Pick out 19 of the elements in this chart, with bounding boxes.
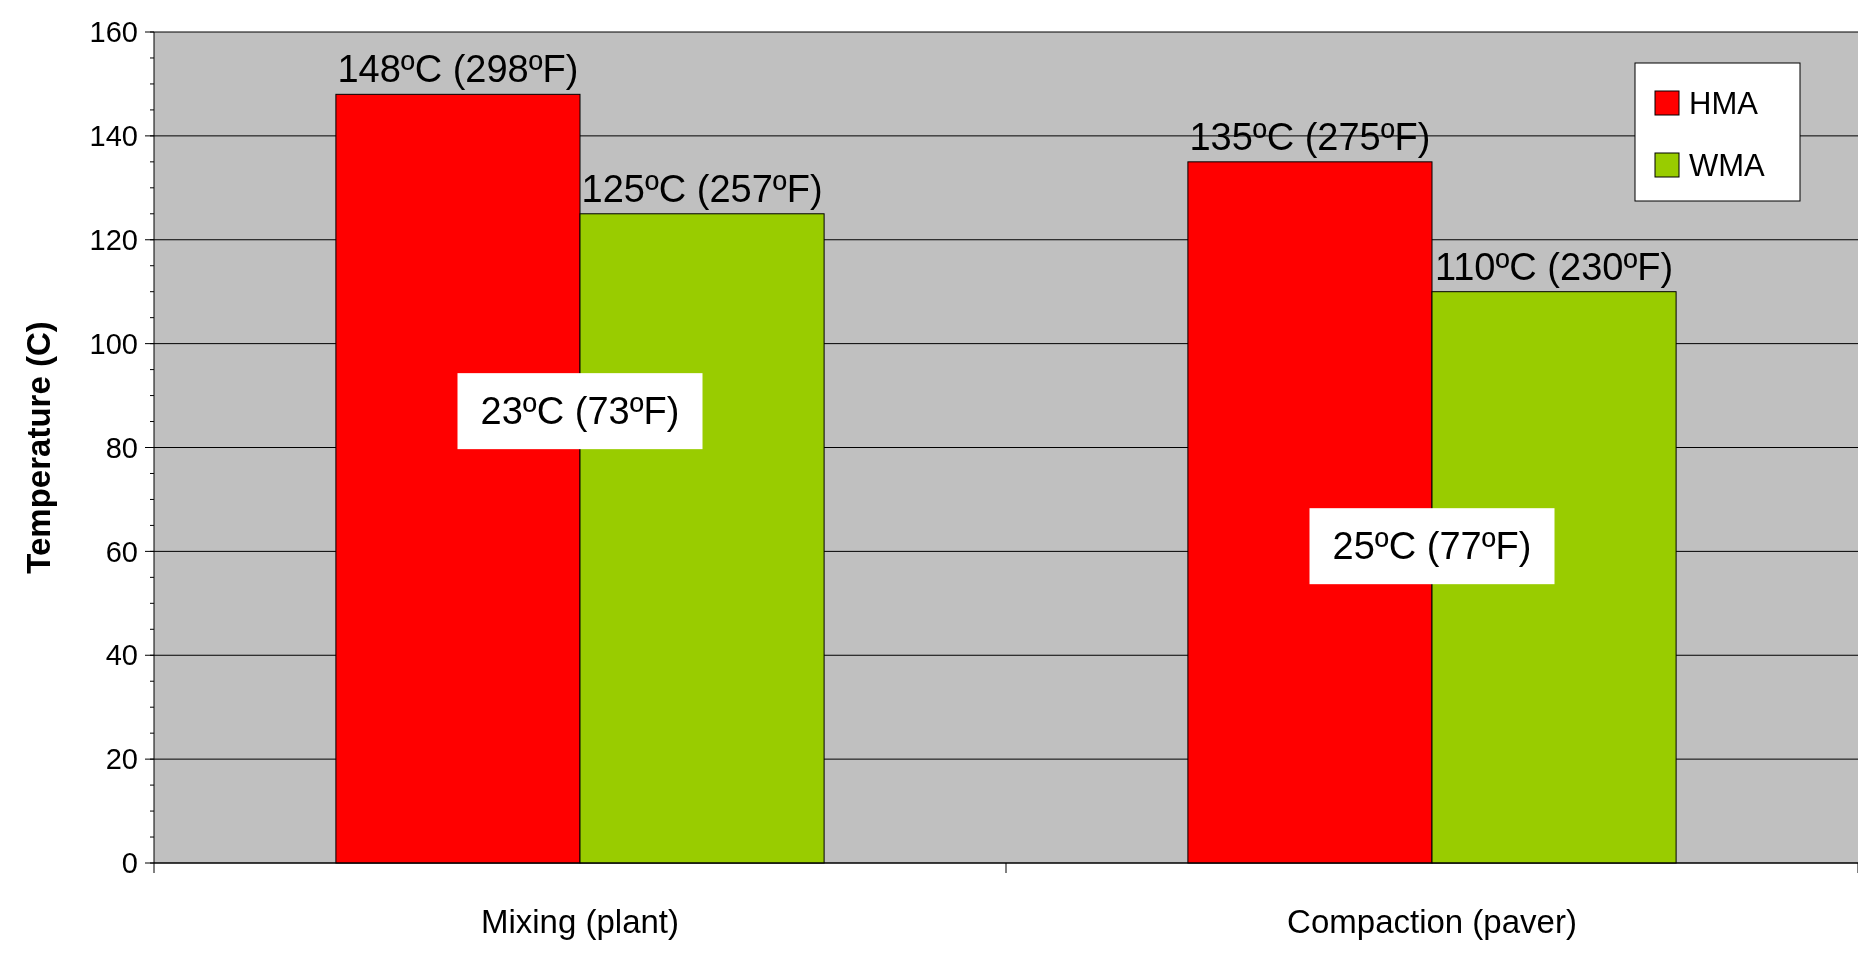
y-tick-label: 80 (105, 431, 138, 464)
y-tick-label: 140 (89, 120, 138, 153)
legend-label: WMA (1689, 147, 1766, 183)
data-label: 125ºC (257ºF) (581, 167, 823, 210)
annotation: 25ºC (77ºF) (1332, 525, 1532, 568)
y-tick-label: 160 (89, 16, 138, 49)
data-label: 110ºC (230ºF) (1434, 245, 1674, 288)
x-tick-label: Mixing (plant) (480, 903, 680, 940)
annotation: 23ºC (73ºF) (480, 390, 680, 433)
legend-label: HMA (1689, 85, 1759, 121)
y-tick-label: 120 (89, 223, 138, 256)
y-tick-label: 100 (89, 327, 138, 360)
y-tick-label: 20 (105, 743, 138, 776)
y-tick-label: 40 (105, 639, 138, 672)
y-tick-label: 0 (121, 847, 138, 880)
y-axis-title: Temperature (C) (20, 321, 57, 574)
data-label: 148ºC (298ºF) (337, 48, 579, 91)
x-tick-label: Compaction (paver) (1287, 903, 1577, 940)
y-tick-label: 60 (105, 535, 138, 568)
